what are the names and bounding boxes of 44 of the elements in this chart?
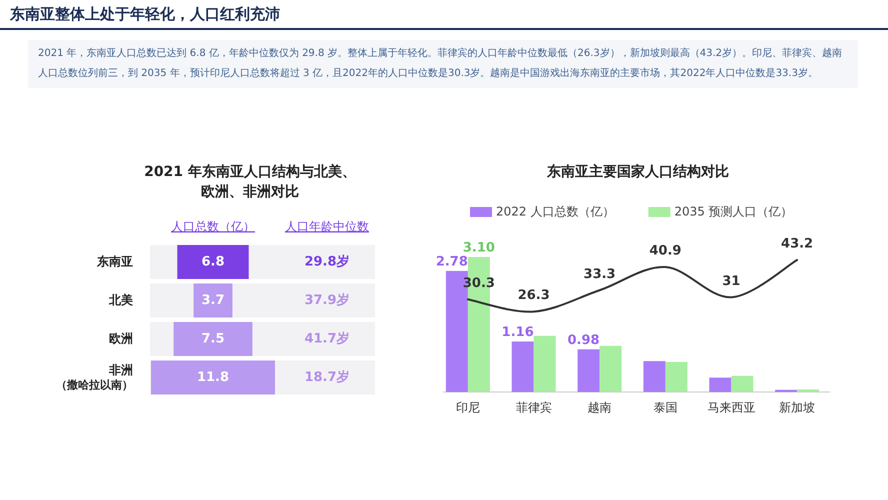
category-label: 非洲（撒哈拉以南）: [56, 362, 133, 392]
bar: [600, 346, 622, 392]
data-label: 41.7岁: [304, 332, 350, 347]
chart-title: 东南亚主要国家人口结构对比: [546, 162, 729, 180]
bar: [731, 376, 754, 392]
data-label: 26.3: [518, 288, 550, 304]
text: 人口年龄中位数: [285, 219, 369, 234]
data-label: 1.16: [502, 325, 534, 340]
data-label: 43.2: [781, 236, 814, 252]
bar: [512, 341, 534, 392]
data-label: 0.98: [568, 332, 600, 348]
bar: [578, 349, 600, 392]
data-label: 6.8: [201, 254, 225, 270]
text: 2021 年，东南亚人口总数已达到 6.8 亿，年龄中位数仅为 29.8 岁。整体上属于年轻化。菲律宾的人口年龄中位数最低（26.3岁），新加坡则最高（43.2岁）。印尼、菲律宾、越南人口总数位列前三，到 2035 年，预计印尼人口总数将超过 3 亿，且2022年的人口中位数是30.3岁。越南是中国游戏出海东南亚的主要市场，其2022年人口中位数是33.3岁。: [28, 40, 858, 88]
legend-label: 2022 人口总数（亿）: [496, 204, 614, 218]
x-tick-label: 泰国: [653, 400, 678, 414]
x-tick-label: 越南: [588, 400, 612, 414]
bar: [709, 378, 732, 392]
bar: [643, 361, 666, 392]
data-label: 37.9岁: [304, 293, 350, 308]
text: 东南亚整体上处于年轻化，人口红利充沛: [10, 5, 280, 24]
text: 2021 年东南亚人口结构与北美、欧洲、非洲对比: [144, 162, 356, 200]
x-tick-label: 菲律宾: [516, 400, 552, 414]
category-label: 欧洲: [109, 331, 133, 346]
bar: [534, 336, 556, 392]
x-tick-label: 印尼: [456, 400, 480, 414]
data-label: 40.9: [649, 244, 682, 259]
category-label: 东南亚: [96, 254, 133, 268]
category-label: 北美: [108, 292, 133, 307]
data-label: 33.3: [584, 266, 616, 282]
data-label: 31: [722, 274, 740, 289]
bar: [797, 389, 820, 392]
x-tick-label: 新加坡: [779, 400, 816, 414]
data-label: 7.5: [201, 332, 225, 347]
data-label: 29.8岁: [304, 254, 350, 270]
x-tick-label: 马来西亚: [707, 400, 756, 414]
bar: [665, 362, 688, 392]
data-label: 11.8: [196, 370, 230, 386]
data-label: 18.7岁: [304, 370, 350, 386]
data-label: 2.78: [436, 254, 468, 270]
legend-label: 2035 预测人口（亿）: [674, 204, 793, 218]
text: 人口总数（亿）: [171, 219, 255, 234]
data-label: 3.7: [201, 293, 225, 308]
data-label: 3.10: [462, 240, 495, 256]
